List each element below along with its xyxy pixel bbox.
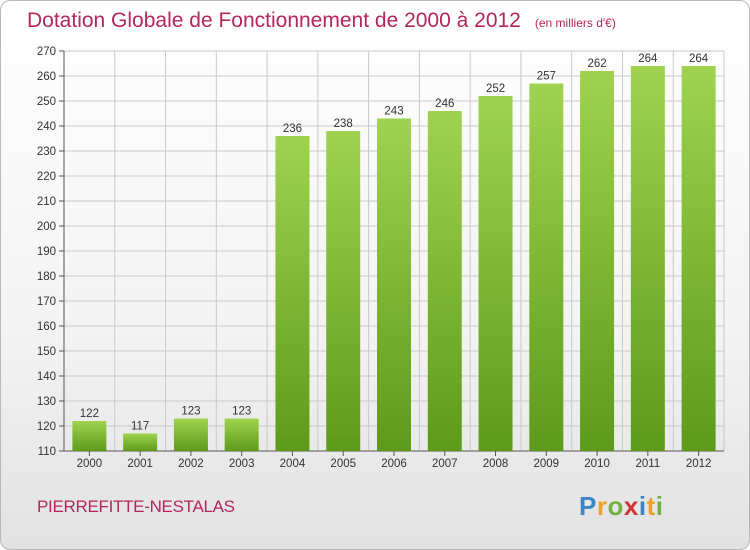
bar [72, 421, 107, 451]
value-label: 122 [80, 408, 99, 420]
y-tick-label: 200 [37, 221, 56, 233]
y-tick-label: 270 [37, 46, 56, 58]
value-label: 238 [334, 118, 353, 130]
y-tick-label: 180 [37, 271, 56, 283]
x-tick-label: 2000 [77, 458, 103, 470]
bar [427, 111, 462, 451]
chart-subtitle: (en milliers d'€) [534, 16, 616, 30]
value-labels: 122 117 123 123 236 238 243 246 252 257 262 264 264 [80, 53, 709, 433]
x-tick-label: 2001 [127, 458, 153, 470]
x-tick-label: 2006 [381, 458, 407, 470]
value-label: 123 [181, 406, 200, 418]
y-tick-label: 120 [37, 421, 56, 433]
y-tick-label: 230 [37, 146, 56, 158]
value-label: 236 [283, 123, 302, 135]
x-tick-label: 2010 [584, 458, 610, 470]
x-tick-label: 2008 [483, 458, 509, 470]
value-label: 246 [435, 98, 454, 110]
y-tick-label: 190 [37, 246, 56, 258]
x-tick-label: 2009 [534, 458, 560, 470]
y-tick-label: 220 [37, 171, 56, 183]
y-tick-label: 110 [38, 446, 56, 458]
bar [478, 96, 513, 451]
commune-name: PIERREFITTE-NESTALAS [37, 497, 235, 516]
y-tick-label: 250 [37, 96, 56, 108]
value-label: 252 [486, 83, 505, 95]
chart-title-text: Dotation Globale de Fonctionnement de 20… [27, 9, 521, 32]
x-tick-label: 2003 [229, 458, 255, 470]
value-label: 243 [384, 106, 403, 118]
x-tick-label: 2002 [178, 458, 204, 470]
bar [377, 118, 411, 451]
value-label: 264 [638, 53, 658, 65]
y-tick-label: 210 [37, 196, 56, 208]
bar [275, 136, 310, 451]
bar [529, 83, 564, 451]
y-tick-label: 130 [37, 396, 56, 408]
bars [72, 66, 716, 451]
y-tick-label: 150 [37, 346, 56, 358]
value-label: 123 [232, 406, 251, 418]
bar [630, 66, 665, 451]
x-tick-label: 2012 [686, 458, 712, 470]
y-tick-label: 170 [37, 296, 56, 308]
y-tick-label: 240 [37, 121, 56, 133]
x-tick-label: 2011 [635, 458, 660, 470]
bar [123, 433, 158, 451]
value-label: 117 [131, 421, 149, 433]
chart-title: Dotation Globale de Fonctionnement de 20… [27, 9, 616, 33]
y-tick-label: 160 [37, 321, 56, 333]
value-label: 264 [689, 53, 709, 65]
bar [580, 71, 615, 451]
value-label: 257 [537, 71, 556, 83]
y-tick-label: 260 [37, 71, 56, 83]
proxiti-logo: Proxiti [579, 491, 664, 521]
bar [326, 131, 361, 451]
x-tick-label: 2007 [432, 458, 458, 470]
y-tick-label: 140 [37, 371, 56, 383]
bar [224, 418, 259, 451]
y-tick-labels: 110 120 130 140 150 160 170 180 190 200 210 220 230 2… [37, 46, 56, 458]
x-tick-label: 2005 [330, 458, 356, 470]
bar [173, 418, 208, 451]
x-tick-labels: 2000 2001 2002 2003 2004 2005 2006 2007 2008 2009… [77, 458, 712, 470]
value-label: 262 [587, 58, 606, 70]
x-tick-label: 2004 [280, 458, 306, 470]
bar [681, 66, 716, 451]
